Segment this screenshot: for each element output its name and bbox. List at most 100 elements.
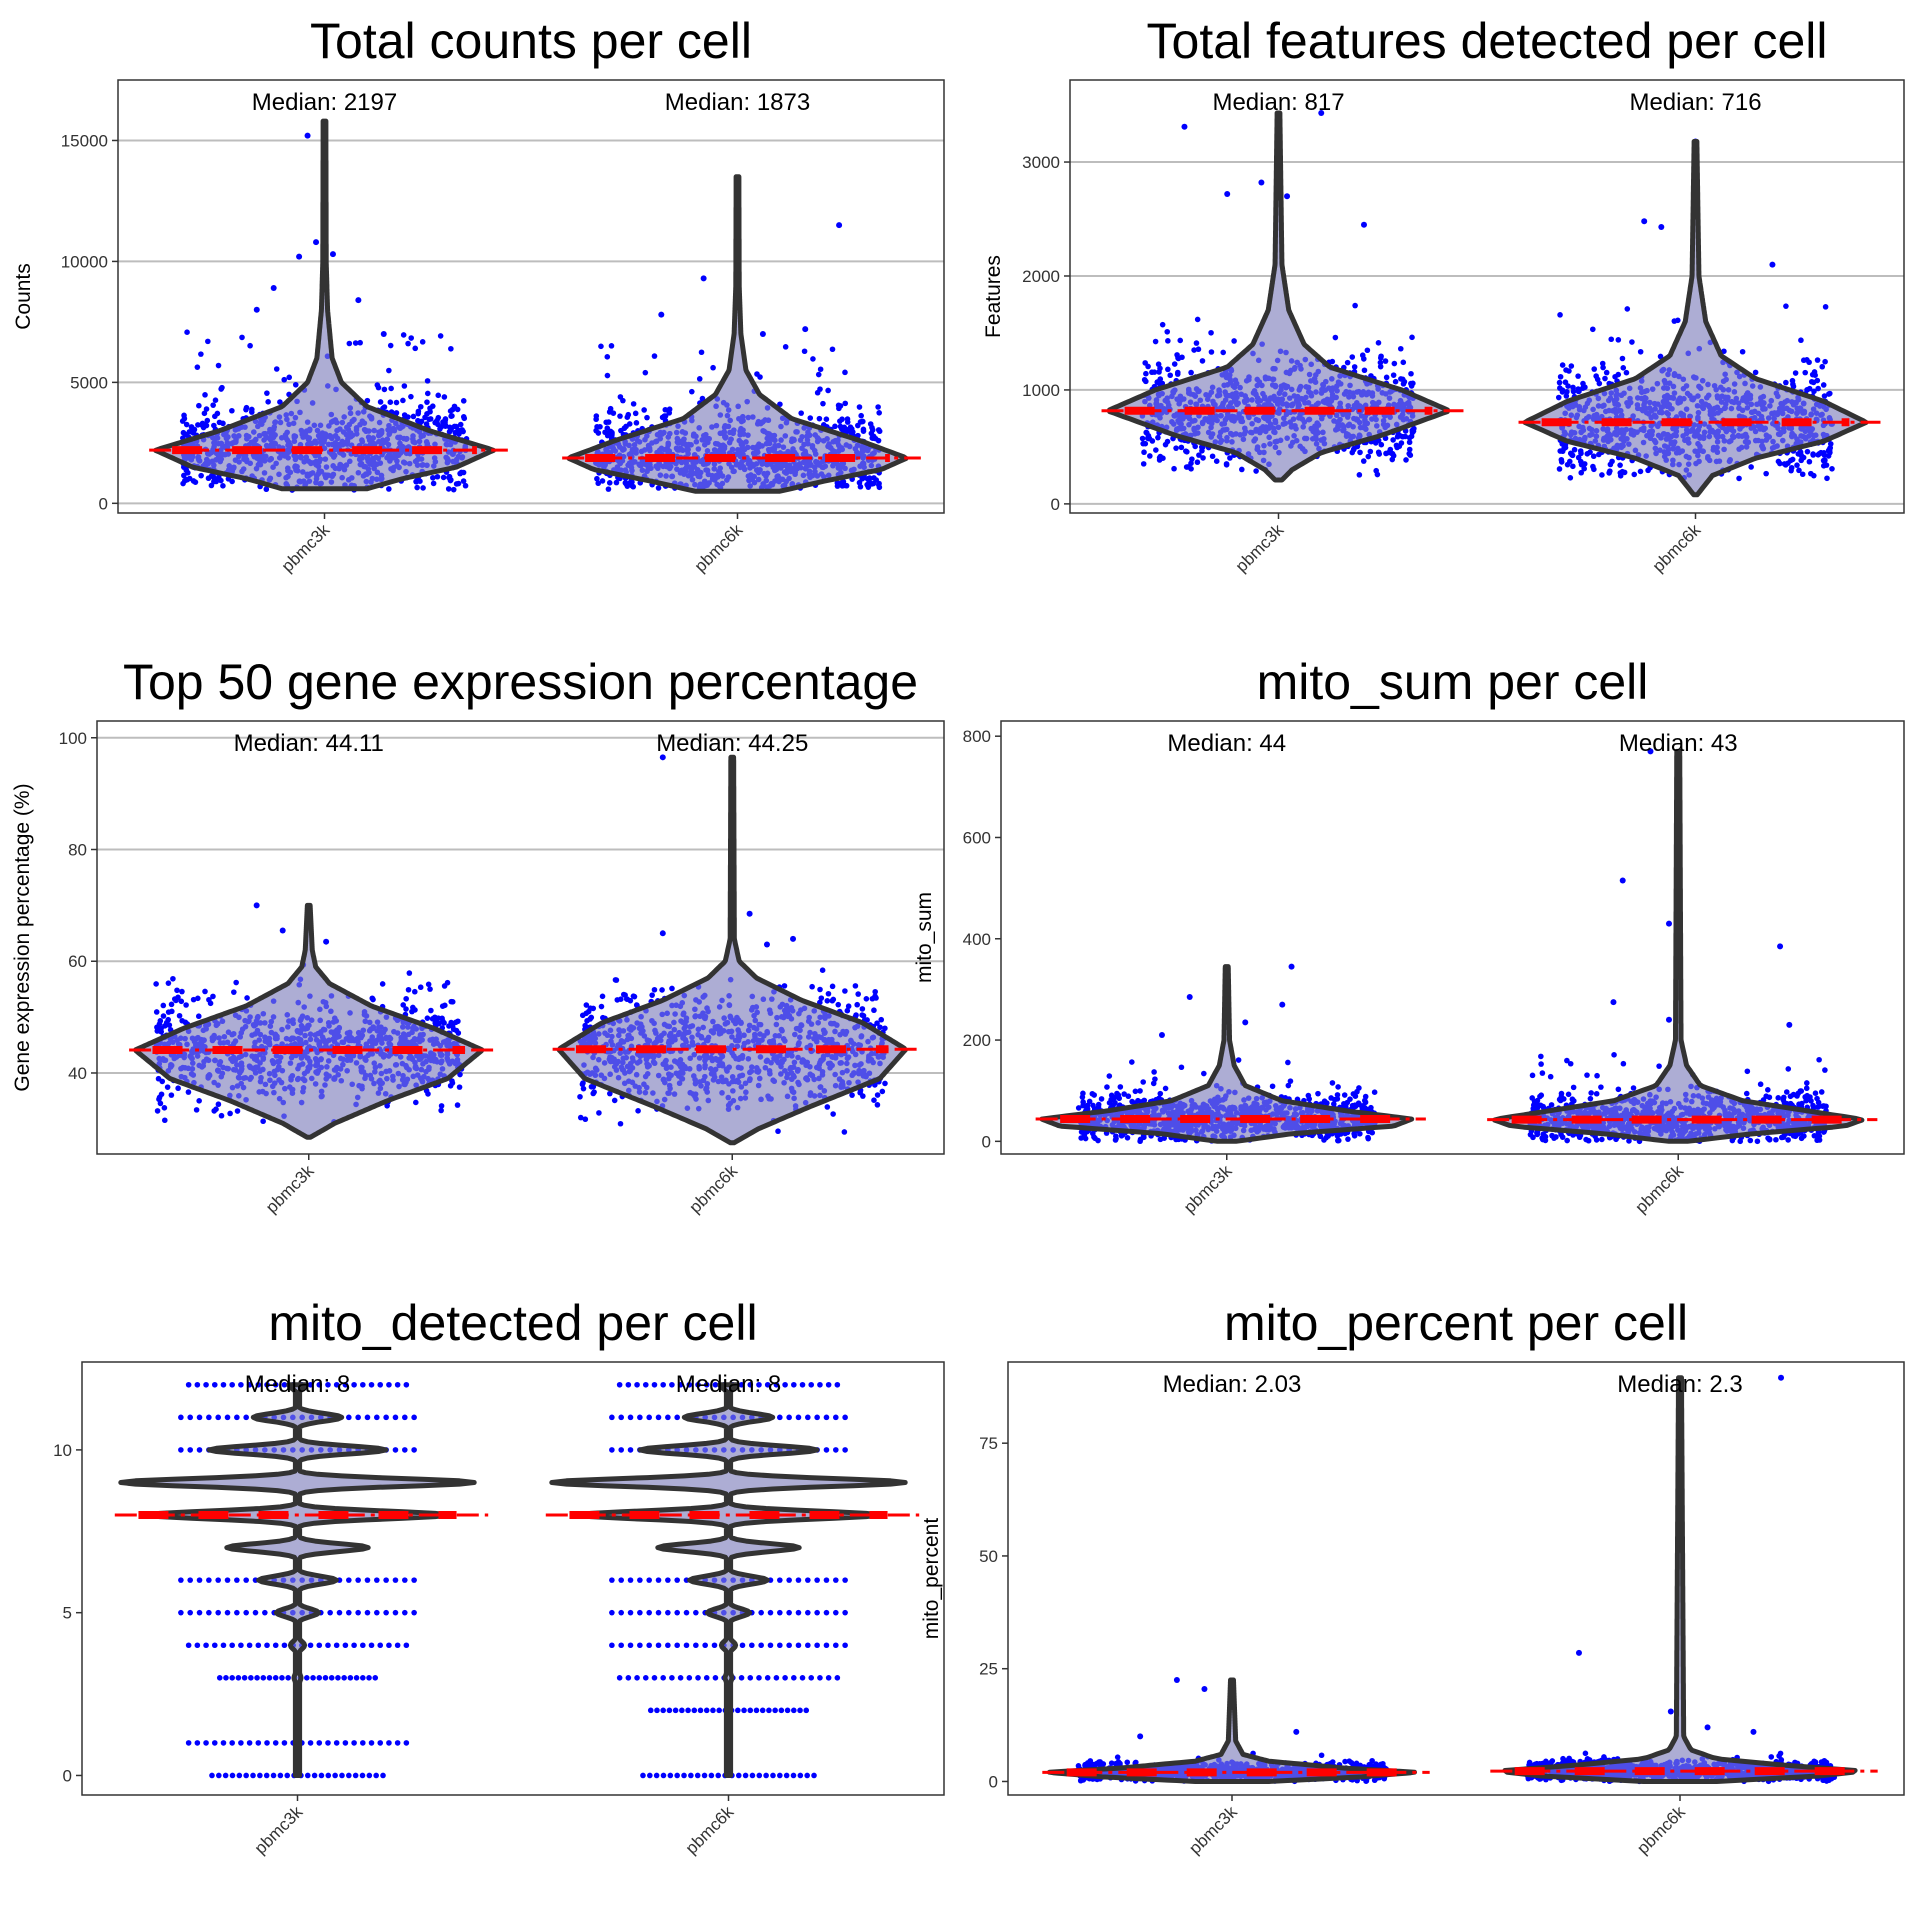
x-tick-label: pbmc6k bbox=[1632, 1161, 1688, 1217]
outlier-point bbox=[1201, 1686, 1208, 1693]
outlier-point bbox=[1186, 994, 1193, 1001]
y-tick-label: 80 bbox=[68, 841, 87, 860]
x-tick-label: pbmc3k bbox=[278, 520, 334, 576]
panel-4: mito_sum per cell Median: 44 Median: 43 0 20… bbox=[913, 654, 1905, 1217]
outlier-point bbox=[1137, 1733, 1144, 1740]
violin-outline bbox=[153, 118, 496, 492]
outlier-point bbox=[296, 253, 303, 260]
violin-density-cloud bbox=[1504, 1377, 1856, 1782]
panel-6: mito_percent per cell Median: 2.03 Median:… bbox=[920, 1295, 1905, 1858]
y-tick-label: 0 bbox=[99, 494, 108, 513]
panel-title: Total counts per cell bbox=[310, 13, 752, 69]
outlier-point bbox=[763, 941, 770, 948]
panel-border bbox=[1007, 1361, 1905, 1796]
outlier-point bbox=[253, 306, 260, 313]
violin-outline bbox=[1502, 1375, 1858, 1784]
violin-pbmc3k bbox=[1042, 1676, 1430, 1785]
outlier-point bbox=[1318, 110, 1325, 117]
median-label: Median: 817 bbox=[1212, 89, 1344, 116]
outlier-point bbox=[279, 927, 286, 934]
violin-density-cloud bbox=[120, 1384, 475, 1776]
outlier-point bbox=[1777, 943, 1784, 950]
violin-density-cloud bbox=[551, 1384, 906, 1776]
violin-outline bbox=[133, 902, 485, 1140]
violin-pbmc3k bbox=[1035, 963, 1426, 1145]
median-label: Median: 43 bbox=[1619, 730, 1738, 757]
outlier-point bbox=[313, 239, 320, 246]
violin-pbmc6k bbox=[1490, 1374, 1878, 1785]
y-tick-label: 5000 bbox=[70, 373, 108, 392]
median-label: Median: 2.03 bbox=[1163, 1371, 1302, 1398]
y-tick-label: 200 bbox=[963, 1031, 991, 1050]
y-tick-label: 600 bbox=[963, 828, 991, 847]
median-label: Median: 8 bbox=[245, 1371, 350, 1398]
y-tick-label: 75 bbox=[979, 1434, 998, 1453]
outlier-point bbox=[1641, 218, 1648, 225]
violin-pbmc3k bbox=[114, 1381, 489, 1779]
panel-1: Total counts per cell Median: 2197 Median:… bbox=[12, 13, 945, 576]
outlier-point bbox=[746, 910, 753, 917]
violin-pbmc6k bbox=[552, 754, 920, 1146]
plot-area bbox=[1035, 748, 1878, 1145]
median-label: Median: 1873 bbox=[665, 89, 810, 116]
violin-outline bbox=[1039, 964, 1415, 1144]
x-tick-label: pbmc6k bbox=[682, 1802, 738, 1858]
outlier-point bbox=[790, 935, 797, 942]
y-tick-label: 0 bbox=[989, 1772, 998, 1791]
x-tick-label: pbmc6k bbox=[1649, 520, 1705, 576]
violin-pbmc3k bbox=[129, 902, 497, 1140]
plot-area bbox=[129, 754, 920, 1146]
y-tick-label: 25 bbox=[979, 1660, 998, 1679]
plot-area bbox=[1101, 110, 1881, 498]
outlier-point bbox=[1284, 193, 1291, 200]
plot-area bbox=[149, 118, 921, 494]
x-tick-label: pbmc3k bbox=[1185, 1802, 1241, 1858]
violin-outline bbox=[118, 1382, 477, 1778]
panel-border bbox=[81, 1361, 945, 1796]
outlier-point bbox=[1658, 223, 1665, 230]
panel-title: mito_sum per cell bbox=[1257, 654, 1649, 710]
panel-title: mito_percent per cell bbox=[1224, 1295, 1688, 1351]
violin-outline bbox=[1047, 1677, 1417, 1784]
x-tick-label: pbmc3k bbox=[262, 1161, 318, 1217]
violin-pbmc6k bbox=[545, 1381, 920, 1779]
y-tick-label: 40 bbox=[68, 1064, 87, 1083]
median-label: Median: 8 bbox=[676, 1371, 781, 1398]
y-tick-label: 0 bbox=[1051, 495, 1060, 514]
outlier-point bbox=[1647, 748, 1654, 755]
violin-outline bbox=[556, 754, 908, 1146]
outlier-point bbox=[1665, 1016, 1672, 1023]
panel-border bbox=[96, 720, 945, 1155]
outlier-point bbox=[1158, 1031, 1165, 1038]
y-tick-label: 50 bbox=[979, 1547, 998, 1566]
outlier-point bbox=[380, 330, 387, 337]
outlier-point bbox=[1279, 1001, 1286, 1008]
outlier-point bbox=[1293, 1728, 1300, 1735]
violin-pbmc6k bbox=[1518, 138, 1881, 498]
violin-density-cloud bbox=[568, 176, 907, 492]
outlier-point bbox=[1610, 999, 1617, 1006]
x-tick-label: pbmc6k bbox=[691, 520, 747, 576]
violin-density-cloud bbox=[1109, 113, 1448, 480]
outlier-point bbox=[759, 330, 766, 337]
violin-outline bbox=[549, 1382, 908, 1778]
panel-3: Top 50 gene expression percentage Median:… bbox=[11, 654, 945, 1217]
outlier-point bbox=[700, 275, 707, 282]
outlier-point bbox=[1704, 1724, 1711, 1731]
y-axis-label: mito_sum bbox=[913, 892, 936, 983]
panel-5: mito_detected per cell Median: 8 Median: 8… bbox=[53, 1295, 945, 1858]
outlier-point bbox=[1786, 1021, 1793, 1028]
y-axis-label: Counts bbox=[12, 263, 35, 330]
outlier-point bbox=[1575, 1649, 1582, 1656]
panel-2: Total features detected per cell Median: … bbox=[982, 13, 1905, 576]
violin-density-cloud bbox=[135, 905, 482, 1138]
violin-pbmc6k bbox=[562, 174, 921, 494]
outlier-point bbox=[1778, 1374, 1785, 1381]
outlier-point bbox=[1619, 877, 1626, 884]
outlier-point bbox=[836, 222, 843, 229]
outlier-point bbox=[1224, 190, 1231, 197]
outlier-point bbox=[1181, 123, 1188, 130]
y-tick-label: 10000 bbox=[61, 252, 108, 271]
panel-title: Top 50 gene expression percentage bbox=[123, 654, 918, 710]
